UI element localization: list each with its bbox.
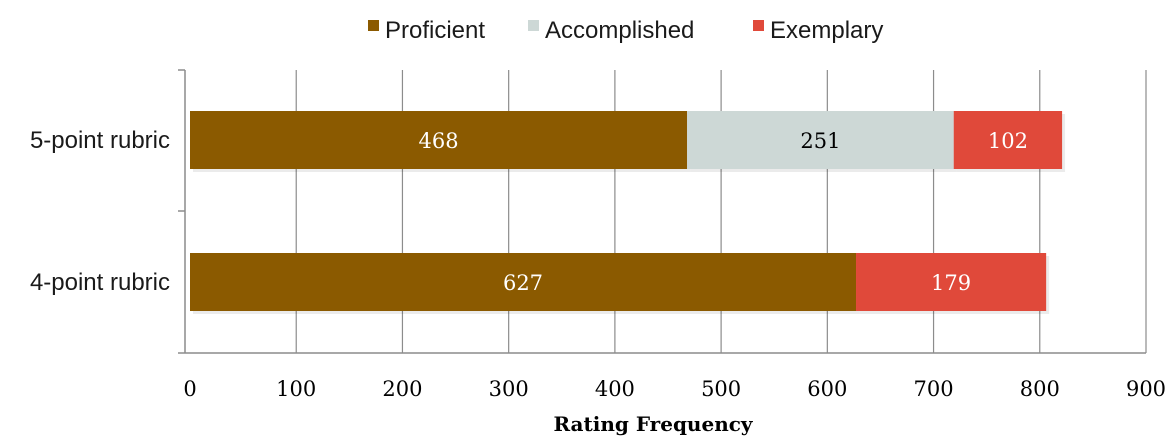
legend: Proficient Accomplished Exemplary bbox=[368, 17, 883, 44]
x-tick-label-100: 100 bbox=[276, 377, 316, 401]
legend-swatch-accomplished bbox=[528, 20, 539, 31]
x-tick-label-500: 500 bbox=[701, 377, 741, 401]
bar-exemplary-4-point-rubric bbox=[856, 253, 1047, 311]
legend-label-accomplished: Accomplished bbox=[545, 17, 694, 44]
data-label-proficient-4-point-rubric: 627 bbox=[503, 271, 543, 295]
bars: 468 251 102 627 179 bbox=[190, 111, 1066, 314]
x-tick-labels: 0 100 200 300 400 500 600 700 800 900 bbox=[183, 377, 1166, 401]
x-tick-label-600: 600 bbox=[807, 377, 847, 401]
legend-label-proficient: Proficient bbox=[385, 17, 485, 44]
x-tick-label-800: 800 bbox=[1020, 377, 1060, 401]
bar-accomplished-5-point-rubric bbox=[687, 111, 954, 169]
data-label-exemplary-4-point-rubric: 179 bbox=[931, 271, 971, 295]
x-axis-title: Rating Frequency bbox=[553, 412, 753, 436]
x-tick-label-700: 700 bbox=[914, 377, 954, 401]
x-tick-label-400: 400 bbox=[595, 377, 635, 401]
bar-proficient-5-point-rubric bbox=[190, 111, 688, 169]
x-tick-label-300: 300 bbox=[489, 377, 529, 401]
data-label-proficient-5-point-rubric: 468 bbox=[419, 129, 459, 153]
axes bbox=[178, 69, 1146, 354]
category-label-4-point-rubric: 4-point rubric bbox=[30, 269, 170, 296]
legend-swatch-proficient bbox=[368, 20, 379, 31]
data-label-accomplished-5-point-rubric: 251 bbox=[800, 129, 840, 153]
legend-label-exemplary: Exemplary bbox=[770, 17, 883, 44]
legend-swatch-exemplary bbox=[753, 20, 764, 31]
category-labels: 5-point rubric 4-point rubric bbox=[30, 127, 170, 296]
bar-proficient-4-point-rubric bbox=[190, 253, 857, 311]
x-tick-label-900: 900 bbox=[1126, 377, 1166, 401]
category-label-5-point-rubric: 5-point rubric bbox=[30, 127, 170, 154]
bar-exemplary-5-point-rubric bbox=[953, 111, 1063, 169]
x-tick-label-0: 0 bbox=[183, 377, 196, 401]
data-label-exemplary-5-point-rubric: 102 bbox=[988, 129, 1028, 153]
x-tick-label-200: 200 bbox=[382, 377, 422, 401]
